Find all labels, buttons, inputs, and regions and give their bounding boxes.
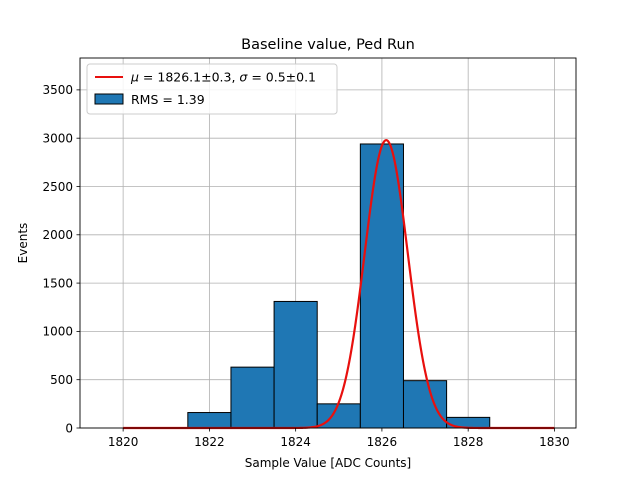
histogram-bar [359,143,404,429]
chart-title: Baseline value, Ped Run [241,37,415,53]
legend-frame [86,63,338,115]
x-tick-label: 1820 [108,435,139,449]
histogram-bar [273,300,318,429]
legend-mu-symbol: μ [130,70,139,85]
y-tick-label: 1000 [42,325,73,339]
legend-fit-label: μ = 1826.1±0.3, σ = 0.5±0.1 [130,70,316,85]
legend-histogram-label: RMS = 1.39 [131,92,205,107]
histogram-bar [402,380,448,429]
y-tick-label: 2000 [42,228,73,242]
y-tick-label: 500 [50,373,73,387]
histogram-bars [187,143,491,429]
gaussian-fit [123,138,555,430]
y-tick-label: 1500 [42,276,73,290]
histogram-bar [187,412,232,429]
legend-sigma-value: = 0.5±0.1 [247,70,316,85]
y-axis-label: Events [16,223,30,264]
legend-histogram-swatch [94,93,124,105]
y-tick-label: 0 [65,421,73,435]
x-axis-label: Sample Value [ADC Counts] [245,456,411,470]
y-tick-label: 2500 [42,180,73,194]
plot-frame [79,57,577,429]
legend: μ = 1826.1±0.3, σ = 0.5±0.1 RMS = 1.39 [86,63,338,115]
x-tick-label: 1822 [194,435,225,449]
legend-sigma-symbol: σ [239,70,248,85]
x-tick-label: 1826 [367,435,398,449]
histogram-bar [230,366,275,429]
x-axis-ticks: 1820 1822 1824 1826 1828 1830 [108,428,570,449]
x-tick-label: 1828 [453,435,484,449]
legend-mu-value: = 1826.1±0.3, [139,70,239,85]
x-tick-label: 1830 [539,435,570,449]
fit-curve [123,138,555,430]
y-tick-label: 3000 [42,131,73,145]
x-tick-label: 1824 [280,435,311,449]
y-tick-label: 3500 [42,83,73,97]
y-axis-ticks: 0 500 1000 1500 2000 2500 3000 3500 [42,83,80,435]
